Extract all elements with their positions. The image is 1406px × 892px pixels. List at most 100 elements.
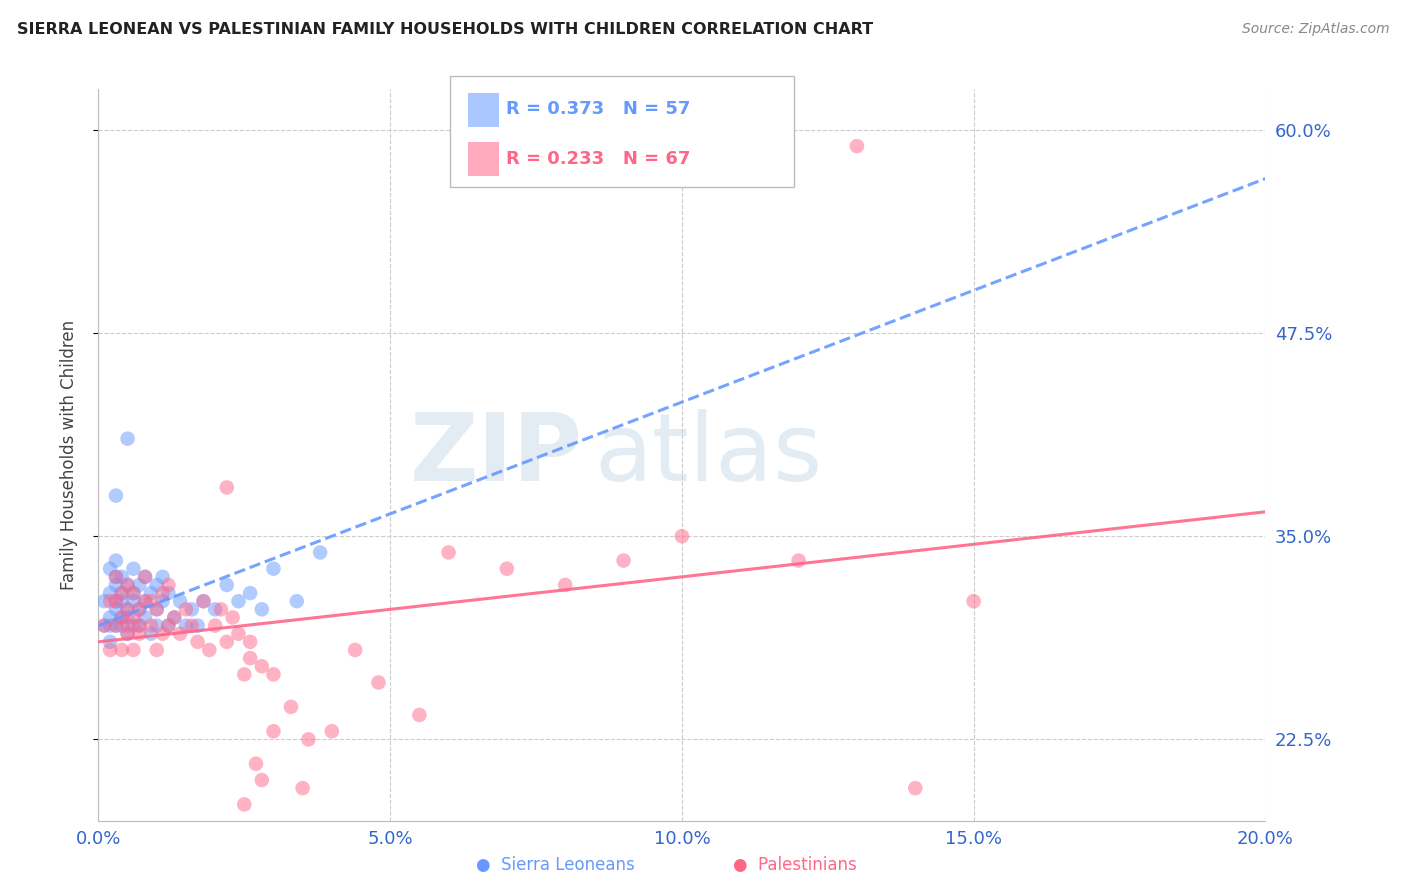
Point <box>98 610 121 624</box>
Point <box>180 618 202 632</box>
Point <box>98 643 121 657</box>
Point <box>146 578 169 592</box>
Point <box>233 797 256 812</box>
Point <box>117 610 139 624</box>
Point <box>846 139 869 153</box>
Point <box>117 618 139 632</box>
Point <box>187 635 209 649</box>
Point <box>111 570 134 584</box>
Point <box>104 618 127 632</box>
Point <box>117 432 139 446</box>
Point <box>215 635 238 649</box>
Point <box>291 781 314 796</box>
Text: ●  Palestinians: ● Palestinians <box>733 856 856 874</box>
Point <box>128 578 150 592</box>
Point <box>128 626 150 640</box>
Y-axis label: Family Households with Children: Family Households with Children <box>59 320 77 590</box>
Point <box>104 602 127 616</box>
Point <box>157 578 180 592</box>
Point <box>152 626 174 640</box>
Text: R = 0.373   N = 57: R = 0.373 N = 57 <box>506 100 690 119</box>
Point <box>146 618 169 632</box>
Point <box>239 651 262 665</box>
Point <box>239 635 262 649</box>
Point <box>146 643 169 657</box>
Point <box>104 618 127 632</box>
Point <box>962 594 984 608</box>
Point <box>122 586 145 600</box>
Point <box>134 610 156 624</box>
Point <box>209 602 232 616</box>
Point <box>111 586 134 600</box>
Point <box>187 618 209 632</box>
Point <box>344 643 367 657</box>
Point <box>122 594 145 608</box>
Point <box>111 594 134 608</box>
Point <box>134 594 156 608</box>
Point <box>215 578 238 592</box>
Point <box>152 586 174 600</box>
Point <box>152 570 174 584</box>
Point <box>98 635 121 649</box>
Point <box>93 618 115 632</box>
Point <box>117 602 139 616</box>
Point <box>309 545 332 559</box>
Point <box>262 562 284 576</box>
Point <box>128 618 150 632</box>
Point <box>111 610 134 624</box>
Point <box>139 594 162 608</box>
Point <box>174 602 197 616</box>
Point <box>98 618 121 632</box>
Text: atlas: atlas <box>595 409 823 501</box>
Point <box>104 489 127 503</box>
Point <box>215 480 238 494</box>
Point <box>239 586 262 600</box>
Point <box>280 699 302 714</box>
Point <box>250 772 273 787</box>
Point <box>204 602 226 616</box>
Point <box>122 610 145 624</box>
Point <box>134 570 156 584</box>
Point <box>157 618 180 632</box>
Point <box>146 602 169 616</box>
Point <box>104 570 127 584</box>
Point <box>233 667 256 681</box>
Point <box>139 626 162 640</box>
Point <box>117 626 139 640</box>
Point <box>104 594 127 608</box>
Point <box>367 675 389 690</box>
Point <box>122 562 145 576</box>
Point <box>169 594 191 608</box>
Point <box>904 781 927 796</box>
Point <box>250 659 273 673</box>
Point <box>134 570 156 584</box>
Point <box>297 732 319 747</box>
Point <box>228 626 250 640</box>
Point <box>104 594 127 608</box>
Point <box>612 553 634 567</box>
Point <box>437 545 460 559</box>
Point <box>139 586 162 600</box>
Point <box>111 643 134 657</box>
Point <box>122 586 145 600</box>
Point <box>98 594 121 608</box>
Point <box>787 553 810 567</box>
Text: ●  Sierra Leoneans: ● Sierra Leoneans <box>477 856 634 874</box>
Point <box>98 562 121 576</box>
Point <box>111 610 134 624</box>
Point <box>198 643 221 657</box>
Text: R = 0.233   N = 67: R = 0.233 N = 67 <box>506 150 690 168</box>
Text: ZIP: ZIP <box>409 409 582 501</box>
Point <box>228 594 250 608</box>
Point <box>193 594 215 608</box>
Point <box>157 586 180 600</box>
Point <box>122 643 145 657</box>
Point <box>128 602 150 616</box>
Point <box>169 626 191 640</box>
Point <box>221 610 243 624</box>
Point <box>163 610 186 624</box>
Point <box>117 602 139 616</box>
Point <box>408 708 430 723</box>
Point <box>152 594 174 608</box>
Point <box>262 667 284 681</box>
